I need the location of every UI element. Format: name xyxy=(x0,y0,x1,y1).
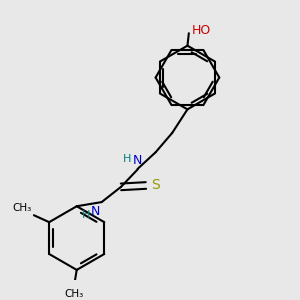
Text: N: N xyxy=(91,205,100,218)
Text: CH₃: CH₃ xyxy=(64,289,84,299)
Text: N: N xyxy=(133,154,142,167)
Text: CH₃: CH₃ xyxy=(13,203,32,213)
Text: HO: HO xyxy=(192,24,211,37)
Text: S: S xyxy=(151,178,160,193)
Text: H: H xyxy=(82,210,91,220)
Text: H: H xyxy=(123,154,131,164)
